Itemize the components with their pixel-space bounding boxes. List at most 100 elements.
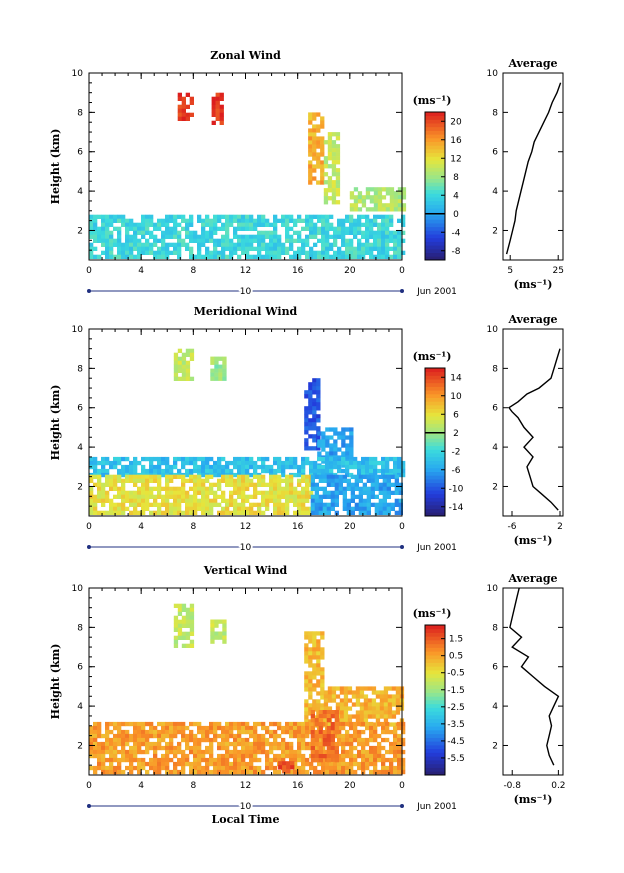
heatmap-cell xyxy=(219,116,224,121)
heatmap-cell xyxy=(285,226,290,231)
heatmap-cell xyxy=(334,710,339,715)
heatmap-cell xyxy=(145,769,150,775)
heatmap-cell xyxy=(117,250,122,255)
heatmap-cell xyxy=(269,464,274,470)
heatmap-cell xyxy=(321,254,326,259)
heatmap-cell xyxy=(373,753,378,759)
heatmap-cell xyxy=(349,427,354,432)
colorbar-segment xyxy=(425,493,445,498)
heatmap-cell xyxy=(358,510,363,515)
heatmap-cell xyxy=(201,226,206,231)
heatmap-cell xyxy=(245,737,250,743)
heatmap-cell xyxy=(265,729,270,735)
heatmap-cell xyxy=(321,757,326,763)
average-frame xyxy=(502,587,564,776)
heatmap-cell xyxy=(308,402,313,407)
heatmap-cell xyxy=(137,254,142,259)
heatmap-cell xyxy=(309,460,314,466)
colorbar-segment xyxy=(425,730,445,735)
heatmap-cell xyxy=(93,254,98,259)
heatmap-cell xyxy=(185,498,190,503)
heatmap-cell xyxy=(201,234,206,239)
heatmap-cell xyxy=(341,468,346,474)
heatmap-cell xyxy=(318,494,323,499)
heatmap-cell xyxy=(233,242,238,247)
heatmap-cell xyxy=(173,356,179,361)
heatmap-cell xyxy=(341,222,346,227)
heatmap-cell xyxy=(253,741,258,747)
heatmap-cell xyxy=(390,502,395,507)
y-tick-label: 4 xyxy=(77,702,83,712)
heatmap-cell xyxy=(229,222,234,227)
heatmap-cell xyxy=(381,230,386,235)
heatmap-cell xyxy=(385,242,390,247)
heatmap-cell xyxy=(237,725,242,731)
heatmap-cell xyxy=(317,230,322,235)
heatmap-cell xyxy=(393,753,398,759)
heatmap-cell xyxy=(189,234,194,239)
heatmap-cell xyxy=(117,725,122,731)
heatmap-cell xyxy=(393,242,398,247)
heatmap-cell xyxy=(365,250,370,255)
heatmap-cell xyxy=(229,761,234,767)
heatmap-cell xyxy=(285,725,290,731)
average-y-tick-label: 2 xyxy=(492,482,498,492)
heatmap-cell xyxy=(369,721,374,727)
average-x-label: (ms⁻¹) xyxy=(514,278,553,291)
heatmap-cell xyxy=(233,250,238,255)
heatmap-cell xyxy=(245,460,250,466)
heatmap-cell xyxy=(93,725,98,731)
colorbar-label: (ms⁻¹) xyxy=(413,94,452,107)
heatmap-cell xyxy=(353,218,358,223)
heatmap-cell xyxy=(316,663,321,668)
heatmap-cell xyxy=(221,250,226,255)
heatmap-cell xyxy=(316,140,321,145)
heatmap-cell xyxy=(125,474,130,479)
heatmap-cell xyxy=(101,761,106,767)
heatmap-cell xyxy=(129,757,134,763)
heatmap-cell xyxy=(308,679,313,684)
heatmap-cell xyxy=(173,376,179,381)
heatmap-cell xyxy=(349,195,355,200)
heatmap-cell xyxy=(289,733,294,739)
heatmap-cell xyxy=(219,96,224,101)
heatmap-cell xyxy=(257,222,262,227)
heatmap-cell xyxy=(378,502,383,507)
heatmap-cell xyxy=(129,468,134,474)
heatmap-cell xyxy=(157,765,162,771)
heatmap-cell xyxy=(358,506,363,511)
heatmap-cell xyxy=(225,510,230,515)
heatmap-cell xyxy=(97,741,102,747)
heatmap-cell xyxy=(314,718,319,723)
heatmap-cell xyxy=(301,494,306,499)
heatmap-cell xyxy=(334,718,339,723)
heatmap-cell xyxy=(241,242,246,247)
heatmap-cell xyxy=(312,703,317,708)
heatmap-cell xyxy=(211,104,216,109)
heatmap-cell xyxy=(181,368,187,373)
heatmap-cell xyxy=(301,460,306,466)
heatmap-cell xyxy=(209,482,214,487)
heatmap-cell xyxy=(165,486,170,491)
heatmap-cell xyxy=(335,686,341,691)
heatmap-cell xyxy=(117,460,122,466)
average-y-tick-label: 6 xyxy=(492,663,498,673)
heatmap-cell xyxy=(133,502,138,507)
heatmap-cell xyxy=(221,222,226,227)
heatmap-cell xyxy=(374,494,379,499)
colorbar-segment xyxy=(425,204,445,209)
heatmap-cell xyxy=(316,418,321,423)
heatmap-cell xyxy=(289,246,294,251)
heatmap-cell xyxy=(129,464,134,470)
heatmap-cell xyxy=(331,694,337,699)
heatmap-cell xyxy=(293,733,298,739)
heatmap-cell xyxy=(249,472,254,478)
heatmap-cell xyxy=(117,486,122,491)
heatmap-cell xyxy=(137,242,142,247)
heatmap-cell xyxy=(353,761,358,767)
heatmap-cell xyxy=(312,687,317,692)
heatmap-cell xyxy=(371,706,377,711)
heatmap-cell xyxy=(343,714,349,719)
heatmap-cell xyxy=(233,737,238,743)
heatmap-cell xyxy=(89,214,94,219)
